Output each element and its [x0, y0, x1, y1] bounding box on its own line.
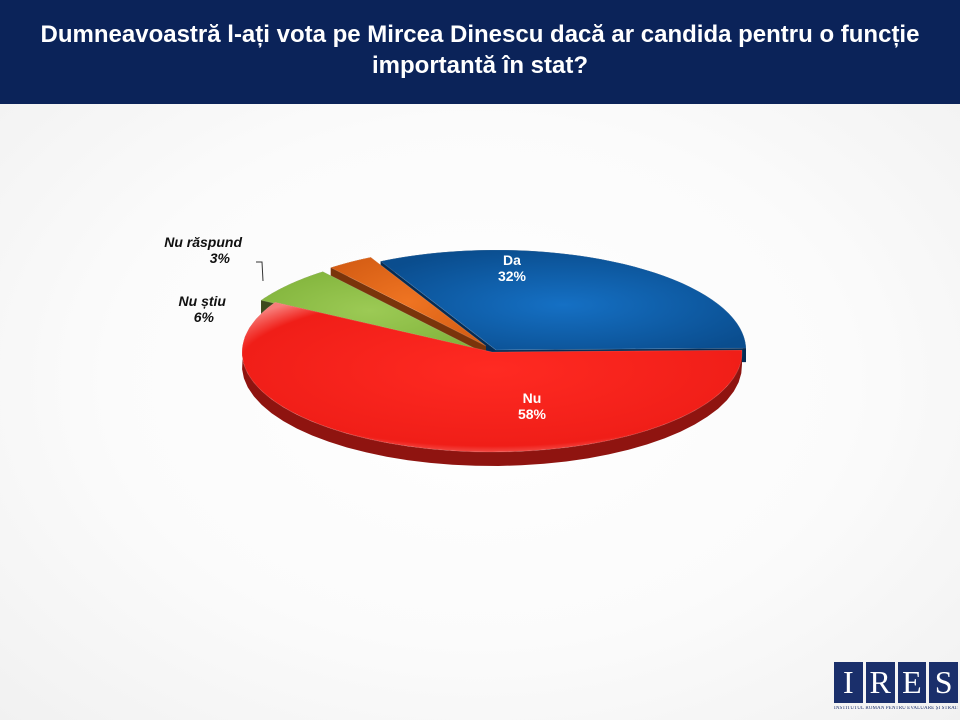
chart-title: Dumneavoastră l-ați vota pe Mircea Dines… — [40, 21, 920, 79]
logo-letter-r: R — [865, 662, 895, 703]
slice-nu-stiu — [260, 271, 479, 351]
slice-nu — [241, 301, 743, 453]
slice-nu-raspund-label: Nu răspund — [164, 234, 242, 250]
slice-nu-raspund-value-label: 3% — [210, 250, 231, 266]
slice-da-value-label: 32% — [498, 268, 527, 284]
slice-da — [379, 249, 747, 351]
slide-header: Dumneavoastră l-ați vota pe Mircea Dines… — [0, 0, 960, 104]
slice-nu-stiu-value-label: 6% — [194, 309, 215, 325]
slice-nu-raspund-leader-line — [256, 261, 264, 282]
logo-letter-e: E — [897, 662, 927, 703]
logo-letter-i: I — [834, 662, 863, 703]
slice-nu-raspund — [329, 256, 487, 347]
logo-letter-s: S — [929, 662, 958, 703]
ires-logo: I R E S INSTITUTUL ROMÂN PENTRU EVALUARE… — [834, 662, 958, 718]
logo-subtitle: INSTITUTUL ROMÂN PENTRU EVALUARE ȘI STRA… — [834, 706, 958, 711]
slice-nu-value-label: 58% — [518, 406, 547, 422]
slice-nu-stiu-label: Nu știu — [179, 293, 227, 309]
slice-nu-label: Nu — [523, 390, 542, 406]
slice-da-label: Da — [503, 252, 521, 268]
